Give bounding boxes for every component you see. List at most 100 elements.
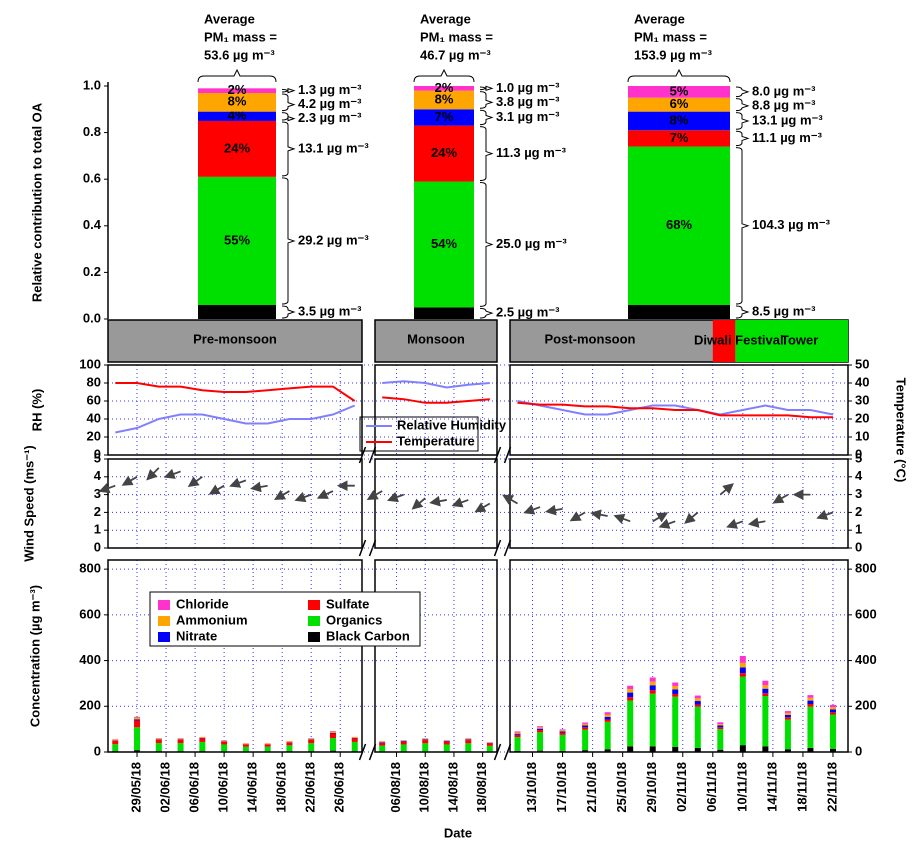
bar-segment (829, 714, 836, 749)
brace (197, 68, 277, 83)
bar-segment (351, 737, 358, 739)
bar-segment (829, 704, 836, 708)
legend-swatch (158, 632, 170, 642)
average-label: Average (420, 11, 471, 26)
bar-segment (627, 685, 634, 690)
period-label: Tower (781, 332, 818, 347)
brace (735, 305, 750, 319)
panel-frame (107, 458, 363, 549)
bar-segment (514, 731, 521, 733)
x-tick-label: 02/11/18 (674, 762, 689, 812)
mass-label: 2.5 µg m⁻³ (496, 305, 560, 320)
legend-swatch (308, 600, 320, 610)
bar-segment (177, 739, 184, 744)
bar-segment (829, 712, 836, 715)
bar-segment (604, 716, 611, 720)
bar-segment (672, 696, 679, 747)
axis-title: RH (%) (29, 389, 44, 432)
mass-label: 4.2 µg m⁻³ (298, 96, 362, 111)
value-label: 2% (435, 80, 454, 95)
y-tick-label: 0.4 (83, 217, 102, 232)
bar-segment (649, 681, 656, 686)
y-tick-label: 400 (79, 652, 101, 667)
y-tick-label: 200 (79, 698, 101, 713)
bar-segment (604, 721, 611, 750)
mass-label: 1.3 µg m⁻³ (298, 82, 362, 97)
y2-tick-label: 0 (855, 743, 862, 758)
x-tick-label: 14/06/18 (245, 762, 260, 813)
bar-segment (155, 743, 162, 752)
bar-segment (351, 741, 358, 752)
value-label: 5% (670, 83, 689, 98)
bar-segment (628, 111, 730, 131)
bar-segment (422, 740, 429, 744)
brace (281, 121, 296, 177)
bar-segment (414, 125, 474, 182)
mass-label: 13.1 µg m⁻³ (298, 140, 369, 155)
bar-segment (807, 747, 814, 752)
bar-segment (627, 697, 634, 701)
brace (735, 98, 750, 112)
legend-label: Ammonium (176, 612, 248, 627)
wind-arrow (652, 512, 669, 523)
bar-segment (379, 742, 386, 746)
y-tick-label: 0.0 (83, 310, 101, 325)
brace (627, 68, 731, 83)
value-label: 7% (435, 109, 454, 124)
mass-label: 104.3 µg m⁻³ (752, 217, 831, 232)
value-label: 24% (431, 145, 457, 160)
y-tick-label: 60 (87, 392, 101, 407)
bar-segment (582, 727, 589, 730)
y2-tick-label: 4 (855, 468, 863, 483)
bar-segment (649, 693, 656, 747)
y-tick-label: 80 (87, 374, 101, 389)
bar-segment (286, 745, 293, 752)
bar-segment (739, 745, 746, 752)
x-tick-label: 21/10/18 (584, 762, 599, 813)
y2-tick-label: 50 (855, 356, 869, 371)
bar-segment (604, 714, 611, 717)
bar-segment (198, 88, 276, 93)
bar-segment (329, 738, 336, 751)
bar-segment (537, 730, 544, 733)
bar-segment (351, 738, 358, 742)
bar-segment (465, 740, 472, 744)
bar-segment (628, 305, 730, 319)
bar-segment (400, 741, 407, 742)
legend-label: Organics (326, 612, 382, 627)
x-tick-label: 18/06/18 (274, 762, 289, 813)
legend-box (359, 416, 479, 452)
bar-segment (198, 305, 276, 319)
series-line (115, 404, 356, 434)
average-label: Average (204, 11, 255, 26)
bar-segment (486, 742, 493, 744)
x-tick-label: 25/10/18 (614, 762, 629, 813)
panel-frame (107, 364, 363, 456)
bar-segment (649, 685, 656, 691)
average-label: PM₁ mass = (204, 29, 277, 44)
bar-segment (134, 727, 141, 751)
brace (413, 68, 475, 83)
bar-segment (112, 739, 119, 741)
bar-segment (807, 697, 814, 701)
legend-swatch (158, 616, 170, 626)
bar-segment (422, 743, 429, 752)
bar-segment (717, 724, 724, 726)
bar-segment (739, 676, 746, 746)
bar-segment (134, 750, 141, 752)
period-band (712, 320, 736, 362)
bar-segment (807, 700, 814, 704)
bar-segment (717, 727, 724, 730)
x-tick-label: 13/10/18 (524, 762, 539, 813)
value-label: 54% (431, 236, 457, 251)
x-tick-label: 06/08/18 (388, 762, 403, 813)
bar-segment (762, 696, 769, 747)
wind-arrow (772, 493, 789, 504)
mass-label: 13.1 µg m⁻³ (752, 112, 823, 127)
series-line (382, 380, 490, 389)
bar-segment (112, 744, 119, 752)
bar-segment (400, 741, 407, 745)
x-tick-label: 06/11/18 (704, 762, 719, 812)
average-label: Average (634, 11, 685, 26)
mass-label: 29.2 µg m⁻³ (298, 232, 369, 247)
